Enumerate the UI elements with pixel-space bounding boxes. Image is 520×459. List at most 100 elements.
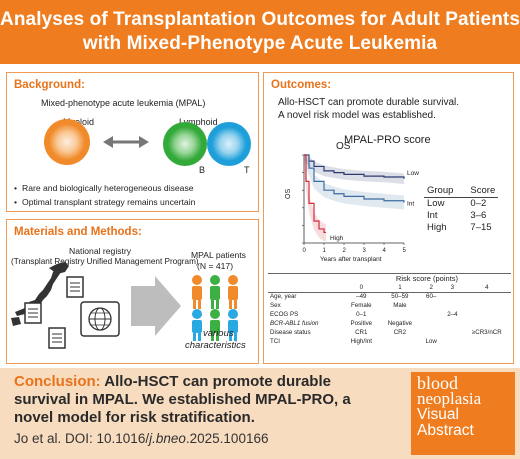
b-cell-icon [163, 122, 207, 166]
badge-visual: Visual [417, 406, 459, 423]
risk-cell [463, 301, 511, 310]
km-y-label: OS [285, 189, 292, 199]
score-table: Group Score Low 0–2 Int 3–6 High 7–15 [424, 185, 499, 233]
risk-row: Sex Female Male [268, 301, 511, 310]
b-label: B [199, 165, 206, 175]
risk-row: ECOG PS 0–1 2–4 [268, 310, 511, 319]
background-title: Background: [14, 79, 85, 91]
citation-prefix: Jo et al. DOI: 10.1016/ [14, 431, 150, 446]
km-x-tick-label: 1 [323, 248, 327, 254]
risk-points-0: 0 [359, 283, 364, 291]
registry-line-2: (Transplant Registry Unified Management … [11, 257, 199, 266]
score-group: Int [427, 209, 438, 221]
km-chart: OS OS Years after transplant 0 1 2 3 4 5 Low Int Hi… [285, 141, 419, 263]
km-x-tick-label: 4 [383, 248, 387, 254]
risk-row-label: TCI [270, 338, 280, 345]
risk-cell [442, 328, 462, 337]
risk-row-label: Age, year [270, 293, 297, 301]
methods-title: Materials and Methods: [14, 226, 142, 238]
risk-cell: CR1 [355, 329, 368, 336]
risk-row: BCR-ABL1 fusion Positive Negative [268, 319, 511, 328]
risk-cell [442, 292, 462, 301]
background-panel: Background: Mixed-phenotype acute leukem… [6, 72, 259, 212]
conclusion-text: Conclusion: Allo-HSCT can promote durabl… [14, 373, 384, 427]
globe-icon [80, 301, 120, 337]
km-x-tick-label: 3 [363, 248, 367, 254]
bullet-2: Optimal transplant strategy remains unce… [14, 197, 195, 207]
score-range: 7–15 [470, 221, 492, 233]
risk-cell [442, 301, 462, 310]
document-icon [24, 302, 42, 324]
risk-cell: Female [350, 302, 372, 309]
score-range: 0–2 [470, 197, 487, 209]
risk-cell [420, 310, 442, 319]
bullet-1: Rare and biologically heterogeneous dise… [14, 183, 194, 193]
registry-line-1: National registry [69, 246, 132, 256]
risk-cell: 0–1 [356, 311, 367, 318]
risk-row: Disease status CR1 CR2 ≥CR3/nCR [268, 328, 511, 337]
badge-abstract: Abstract [417, 422, 474, 439]
double-arrow-icon [103, 136, 149, 148]
risk-row-label: ECOG PS [270, 311, 299, 318]
risk-cell [442, 319, 462, 328]
km-ci-band-int [304, 155, 404, 210]
risk-cell: High/Int [350, 338, 372, 345]
km-series-int [304, 154, 405, 203]
outcomes-line-2: A novel risk model was established. [278, 110, 436, 121]
risk-cell [420, 319, 442, 328]
km-series-label-int: Int [407, 201, 414, 208]
score-title: MPAL-PRO score [344, 134, 431, 146]
risk-cell: Positive [350, 320, 373, 327]
risk-cell: 50–59 [391, 293, 409, 301]
citation-journal: j.bneo [149, 431, 186, 446]
patients-label: MPAL patients [191, 250, 246, 260]
km-x-label: Years after transplant [320, 256, 382, 263]
blood-neoplasia-badge: blood neoplasia Visual Abstract [411, 372, 515, 455]
risk-cell: 60– [426, 293, 437, 301]
km-series-low [304, 154, 405, 179]
km-series-label-low: Low [407, 170, 419, 177]
risk-score-table: Risk score (points) 0 1 2 3 4 Age, year –… [268, 273, 511, 346]
citation: Jo et al. DOI: 10.1016/j.bneo.2025.10016… [14, 431, 268, 446]
t-label: T [244, 165, 250, 175]
risk-table-title: Risk score (points) [395, 274, 459, 283]
risk-cell [463, 319, 511, 328]
score-group: Low [427, 197, 445, 209]
badge-neoplasia: neoplasia [417, 389, 482, 408]
document-icon [48, 327, 66, 349]
citation-suffix: .2025.100166 [185, 431, 269, 446]
characteristics-line-1: various [203, 328, 234, 339]
score-header-group: Group [427, 185, 454, 197]
cell-illustration [44, 119, 251, 166]
outcomes-panel: Outcomes: Allo-HSCT can promote durable … [263, 72, 514, 364]
risk-cell: Negative [387, 320, 413, 327]
risk-row-label: Sex [270, 302, 281, 309]
km-ci-band-low [304, 155, 404, 185]
methods-illustration [11, 262, 238, 349]
risk-points-2: 2 [429, 283, 433, 291]
conclusion-body: Allo-HSCT can promote durable survival i… [14, 373, 351, 426]
score-range: 3–6 [470, 209, 487, 221]
person-icon [192, 275, 238, 341]
km-series-label-high: High [330, 235, 344, 242]
conclusion-label: Conclusion: [14, 373, 101, 390]
km-x-tick-label: 0 [303, 248, 307, 254]
risk-cell [380, 337, 421, 346]
patients-count: (N = 417) [197, 261, 234, 271]
km-x-tick-label: 2 [343, 248, 347, 254]
risk-cell: –49 [356, 293, 367, 301]
document-icon [66, 276, 84, 298]
header-banner: Analyses of Transplantation Outcomes for… [0, 0, 520, 64]
score-group: High [427, 221, 447, 233]
risk-cell: Male [393, 302, 407, 309]
risk-cell: ≥CR3/nCR [471, 329, 502, 336]
risk-cell [463, 310, 511, 319]
risk-points-3: 3 [450, 283, 455, 291]
methods-panel: Materials and Methods: National registry… [6, 219, 259, 364]
myeloid-cell-icon [44, 119, 90, 165]
km-x-tick-label: 5 [403, 248, 407, 254]
risk-cell [463, 292, 511, 301]
score-header-score: Score [470, 185, 496, 197]
risk-cell [442, 337, 462, 346]
risk-row-label: Disease status [270, 329, 311, 336]
